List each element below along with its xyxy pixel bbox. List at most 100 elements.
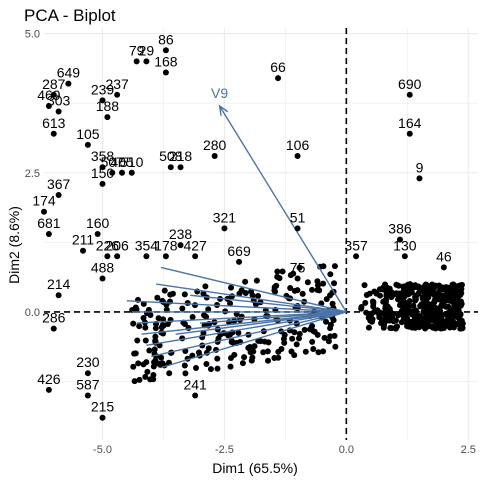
cluster-point <box>166 370 172 376</box>
cluster-point <box>242 279 248 285</box>
cluster-point <box>296 335 302 341</box>
point-label: 86 <box>158 31 174 47</box>
cluster-point <box>248 349 254 355</box>
data-point <box>114 92 120 98</box>
data-point <box>119 170 125 176</box>
cluster-point <box>271 287 277 293</box>
point-label: 9 <box>416 159 424 175</box>
cluster-point <box>455 310 461 316</box>
cluster-point <box>331 317 337 323</box>
data-point <box>192 253 198 259</box>
point-label: 188 <box>96 98 120 114</box>
data-point <box>104 114 110 120</box>
cluster-point <box>208 366 214 372</box>
variable-label: V9 <box>211 85 228 101</box>
data-point <box>80 248 86 254</box>
cluster-point <box>309 339 315 345</box>
cluster-point <box>192 302 198 308</box>
cluster-point <box>309 287 315 293</box>
cluster-point <box>144 310 150 316</box>
cluster-point <box>369 310 375 316</box>
variable-arrow <box>220 106 347 312</box>
cluster-point <box>413 296 419 302</box>
point-label: 488 <box>91 260 115 276</box>
cluster-point <box>412 325 418 331</box>
cluster-point <box>240 360 246 366</box>
data-point <box>114 253 120 259</box>
cluster-point <box>289 336 295 342</box>
cluster-point <box>331 280 337 286</box>
point-label: 230 <box>76 354 100 370</box>
cluster-point <box>330 301 336 307</box>
cluster-point <box>292 288 298 294</box>
cluster-point <box>143 337 149 343</box>
data-point <box>134 58 140 64</box>
cluster-point <box>437 284 443 290</box>
cluster-point <box>265 358 271 364</box>
data-point <box>221 225 227 231</box>
cluster-point <box>130 321 136 327</box>
point-label: 613 <box>42 115 66 131</box>
cluster-point <box>305 279 311 285</box>
cluster-point <box>146 347 152 353</box>
point-label: 587 <box>76 376 100 392</box>
cluster-point <box>422 284 428 290</box>
point-label: 211 <box>72 232 95 248</box>
cluster-point <box>327 325 333 331</box>
point-label: 215 <box>91 399 115 415</box>
cluster-point <box>303 349 309 355</box>
cluster-point <box>141 361 147 367</box>
data-point <box>95 231 101 237</box>
data-point <box>85 392 91 398</box>
cluster-point <box>134 337 140 343</box>
cluster-point <box>142 374 148 380</box>
cluster-point <box>370 299 376 305</box>
cluster-point <box>327 271 333 277</box>
cluster-point <box>241 354 247 360</box>
point-label: 681 <box>37 215 61 231</box>
cluster-point <box>196 350 202 356</box>
cluster-point <box>160 322 166 328</box>
cluster-point <box>320 281 326 287</box>
point-label: 164 <box>398 115 422 131</box>
cluster-point <box>158 355 164 361</box>
data-point <box>143 58 149 64</box>
point-label: 669 <box>227 243 251 259</box>
point-label: 46 <box>436 248 452 264</box>
x-tick-label: -2.5 <box>215 444 234 456</box>
cluster-point <box>229 293 235 299</box>
data-point <box>51 131 57 137</box>
cluster-point <box>229 339 235 345</box>
data-point <box>85 142 91 148</box>
cluster-point <box>214 356 220 362</box>
cluster-point <box>451 286 457 292</box>
cluster-point <box>415 314 421 320</box>
data-point <box>143 253 149 259</box>
data-point <box>163 70 169 76</box>
cluster-point <box>401 285 407 291</box>
cluster-point <box>332 263 338 269</box>
cluster-point <box>302 327 308 333</box>
cluster-point <box>332 333 338 339</box>
data-point <box>416 175 422 181</box>
data-point <box>402 253 408 259</box>
cluster-point <box>156 315 162 321</box>
cluster-point <box>447 325 453 331</box>
data-point <box>178 164 184 170</box>
data-point <box>85 370 91 376</box>
data-point <box>163 47 169 53</box>
data-point <box>295 225 301 231</box>
cluster-point <box>315 287 321 293</box>
cluster-point <box>281 340 287 346</box>
cluster-point <box>362 300 368 306</box>
variable-arrow <box>127 301 346 312</box>
cluster-point <box>310 346 316 352</box>
data-point <box>56 192 62 198</box>
cluster-point <box>382 298 388 304</box>
cluster-point <box>243 290 249 296</box>
cluster-point <box>275 349 281 355</box>
y-tick-label: 5.0 <box>25 29 40 41</box>
cluster-point <box>433 325 439 331</box>
cluster-point <box>419 302 425 308</box>
data-point <box>353 253 359 259</box>
